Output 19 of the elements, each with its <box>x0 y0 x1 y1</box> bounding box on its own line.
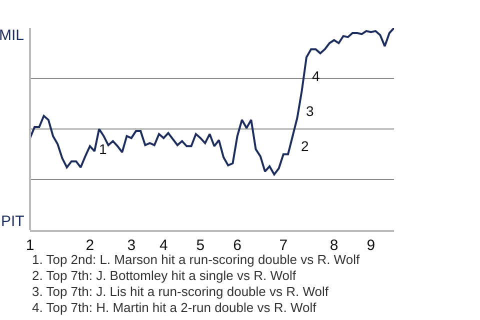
x-tick-label: 6 <box>233 237 242 254</box>
x-tick-label: 9 <box>366 237 376 254</box>
x-tick-label: 4 <box>159 237 168 254</box>
x-tick-label: 3 <box>127 237 136 254</box>
text: 4. Top 7th: H. Martin hit a 2-run double vs R. Wolf <box>32 300 317 315</box>
text: 1. Top 2nd: L. Marson hit a run-scoring double vs R. Wolf <box>32 252 360 267</box>
text: PIT <box>1 213 24 230</box>
x-tick-label: 7 <box>279 237 288 254</box>
text: MIL <box>0 27 24 44</box>
x-tick-label: 5 <box>196 237 205 254</box>
x-tick-label: 2 <box>86 237 94 254</box>
x-tick-label: 8 <box>330 237 338 254</box>
annotation: 4 <box>312 68 320 84</box>
x-tick-label: 1 <box>26 237 34 254</box>
text: 3. Top 7th: J. Lis hit a run-scoring double vs R. Wolf <box>32 284 329 299</box>
text: 2. Top 7th: J. Bottomley hit a single vs R. Wolf <box>32 268 296 283</box>
annotation: 1 <box>99 141 107 157</box>
annotation: 2 <box>301 138 309 154</box>
annotation: 3 <box>306 103 314 119</box>
